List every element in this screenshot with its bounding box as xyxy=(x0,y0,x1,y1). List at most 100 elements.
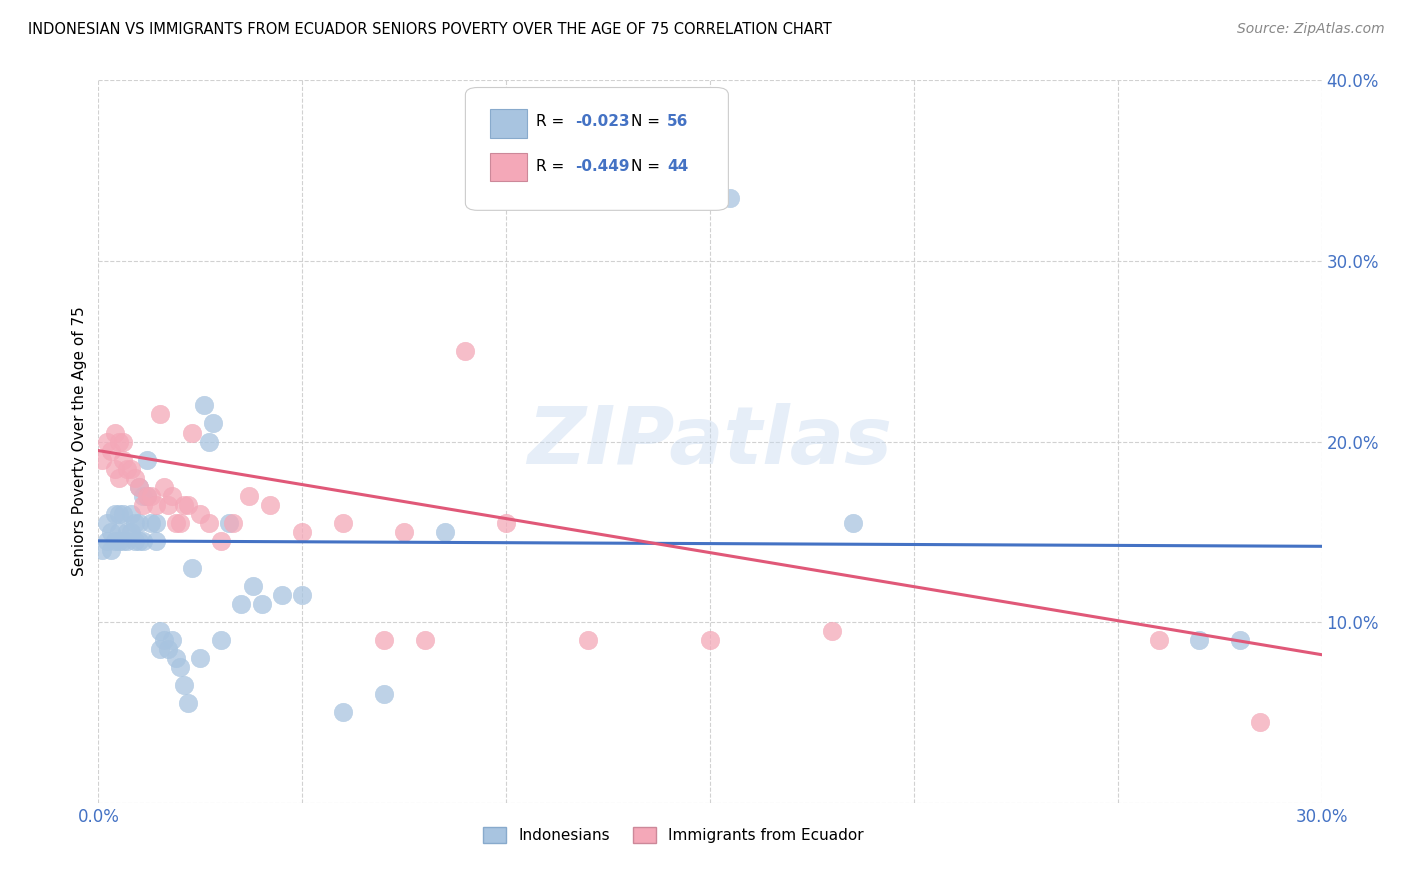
Text: N =: N = xyxy=(630,114,665,129)
Point xyxy=(193,398,215,412)
Point xyxy=(104,507,127,521)
Point xyxy=(201,417,224,431)
Point xyxy=(1147,633,1170,648)
Point xyxy=(160,489,183,503)
Text: 56: 56 xyxy=(668,114,689,129)
Point xyxy=(91,452,114,467)
Point xyxy=(181,425,204,440)
Point xyxy=(100,443,122,458)
Point xyxy=(169,516,191,530)
Point xyxy=(136,489,159,503)
Point xyxy=(149,624,172,639)
Point xyxy=(115,461,138,475)
Point xyxy=(238,489,260,503)
Point xyxy=(111,533,134,548)
Point xyxy=(149,642,172,657)
Point xyxy=(392,524,416,539)
Point xyxy=(373,633,395,648)
Point xyxy=(434,524,457,539)
Point xyxy=(291,588,314,602)
Point xyxy=(177,498,200,512)
Text: N =: N = xyxy=(630,160,665,175)
Point xyxy=(1249,714,1271,729)
Point xyxy=(120,507,142,521)
Point xyxy=(96,516,118,530)
Point xyxy=(96,533,118,548)
Point xyxy=(108,471,131,485)
Point xyxy=(209,533,232,548)
Point xyxy=(145,498,167,512)
Point xyxy=(132,533,155,548)
FancyBboxPatch shape xyxy=(489,109,526,138)
Point xyxy=(91,542,114,557)
Text: -0.023: -0.023 xyxy=(575,114,630,129)
Text: Source: ZipAtlas.com: Source: ZipAtlas.com xyxy=(1237,22,1385,37)
Legend: Indonesians, Immigrants from Ecuador: Indonesians, Immigrants from Ecuador xyxy=(477,822,870,849)
Point xyxy=(222,516,245,530)
Point xyxy=(332,516,354,530)
Point xyxy=(145,533,167,548)
Text: R =: R = xyxy=(536,160,569,175)
Point xyxy=(576,633,599,648)
Point xyxy=(132,498,155,512)
Point xyxy=(124,516,146,530)
Point xyxy=(259,498,281,512)
Point xyxy=(173,498,195,512)
Point xyxy=(120,524,142,539)
Point xyxy=(242,579,264,593)
Point xyxy=(197,434,219,449)
Point xyxy=(141,489,163,503)
Point xyxy=(165,516,187,530)
Point xyxy=(332,706,354,720)
Point xyxy=(209,633,232,648)
Point xyxy=(188,651,212,665)
Point xyxy=(108,507,131,521)
Point xyxy=(231,597,253,611)
Point xyxy=(699,633,721,648)
Point xyxy=(111,507,134,521)
Point xyxy=(152,480,174,494)
Point xyxy=(111,434,134,449)
Point xyxy=(165,651,187,665)
Point xyxy=(181,561,204,575)
Point xyxy=(96,434,118,449)
Point xyxy=(100,542,122,557)
Point xyxy=(495,516,517,530)
Point xyxy=(413,633,436,648)
Point xyxy=(250,597,273,611)
Text: -0.449: -0.449 xyxy=(575,160,630,175)
Point xyxy=(173,678,195,692)
Point xyxy=(841,516,863,530)
Point xyxy=(124,533,146,548)
Text: ZIPatlas: ZIPatlas xyxy=(527,402,893,481)
Point xyxy=(160,633,183,648)
Point xyxy=(132,489,155,503)
Point xyxy=(120,461,142,475)
Text: R =: R = xyxy=(536,114,569,129)
FancyBboxPatch shape xyxy=(489,153,526,181)
Point xyxy=(156,642,179,657)
Point xyxy=(108,434,131,449)
Point xyxy=(291,524,314,539)
Point xyxy=(169,660,191,674)
Point xyxy=(145,516,167,530)
Point xyxy=(141,516,163,530)
Text: 44: 44 xyxy=(668,160,689,175)
Point xyxy=(100,524,122,539)
Point xyxy=(104,461,127,475)
Point xyxy=(104,533,127,548)
Point xyxy=(115,524,138,539)
Point xyxy=(111,452,134,467)
Y-axis label: Seniors Poverty Over the Age of 75: Seniors Poverty Over the Age of 75 xyxy=(72,307,87,576)
Point xyxy=(128,516,150,530)
Point xyxy=(821,624,844,639)
Point xyxy=(454,344,477,359)
Point xyxy=(136,489,159,503)
Point xyxy=(124,471,146,485)
Point xyxy=(718,191,742,205)
Point xyxy=(108,524,131,539)
Point xyxy=(197,516,219,530)
Point xyxy=(104,425,127,440)
Point xyxy=(136,452,159,467)
Point xyxy=(128,533,150,548)
